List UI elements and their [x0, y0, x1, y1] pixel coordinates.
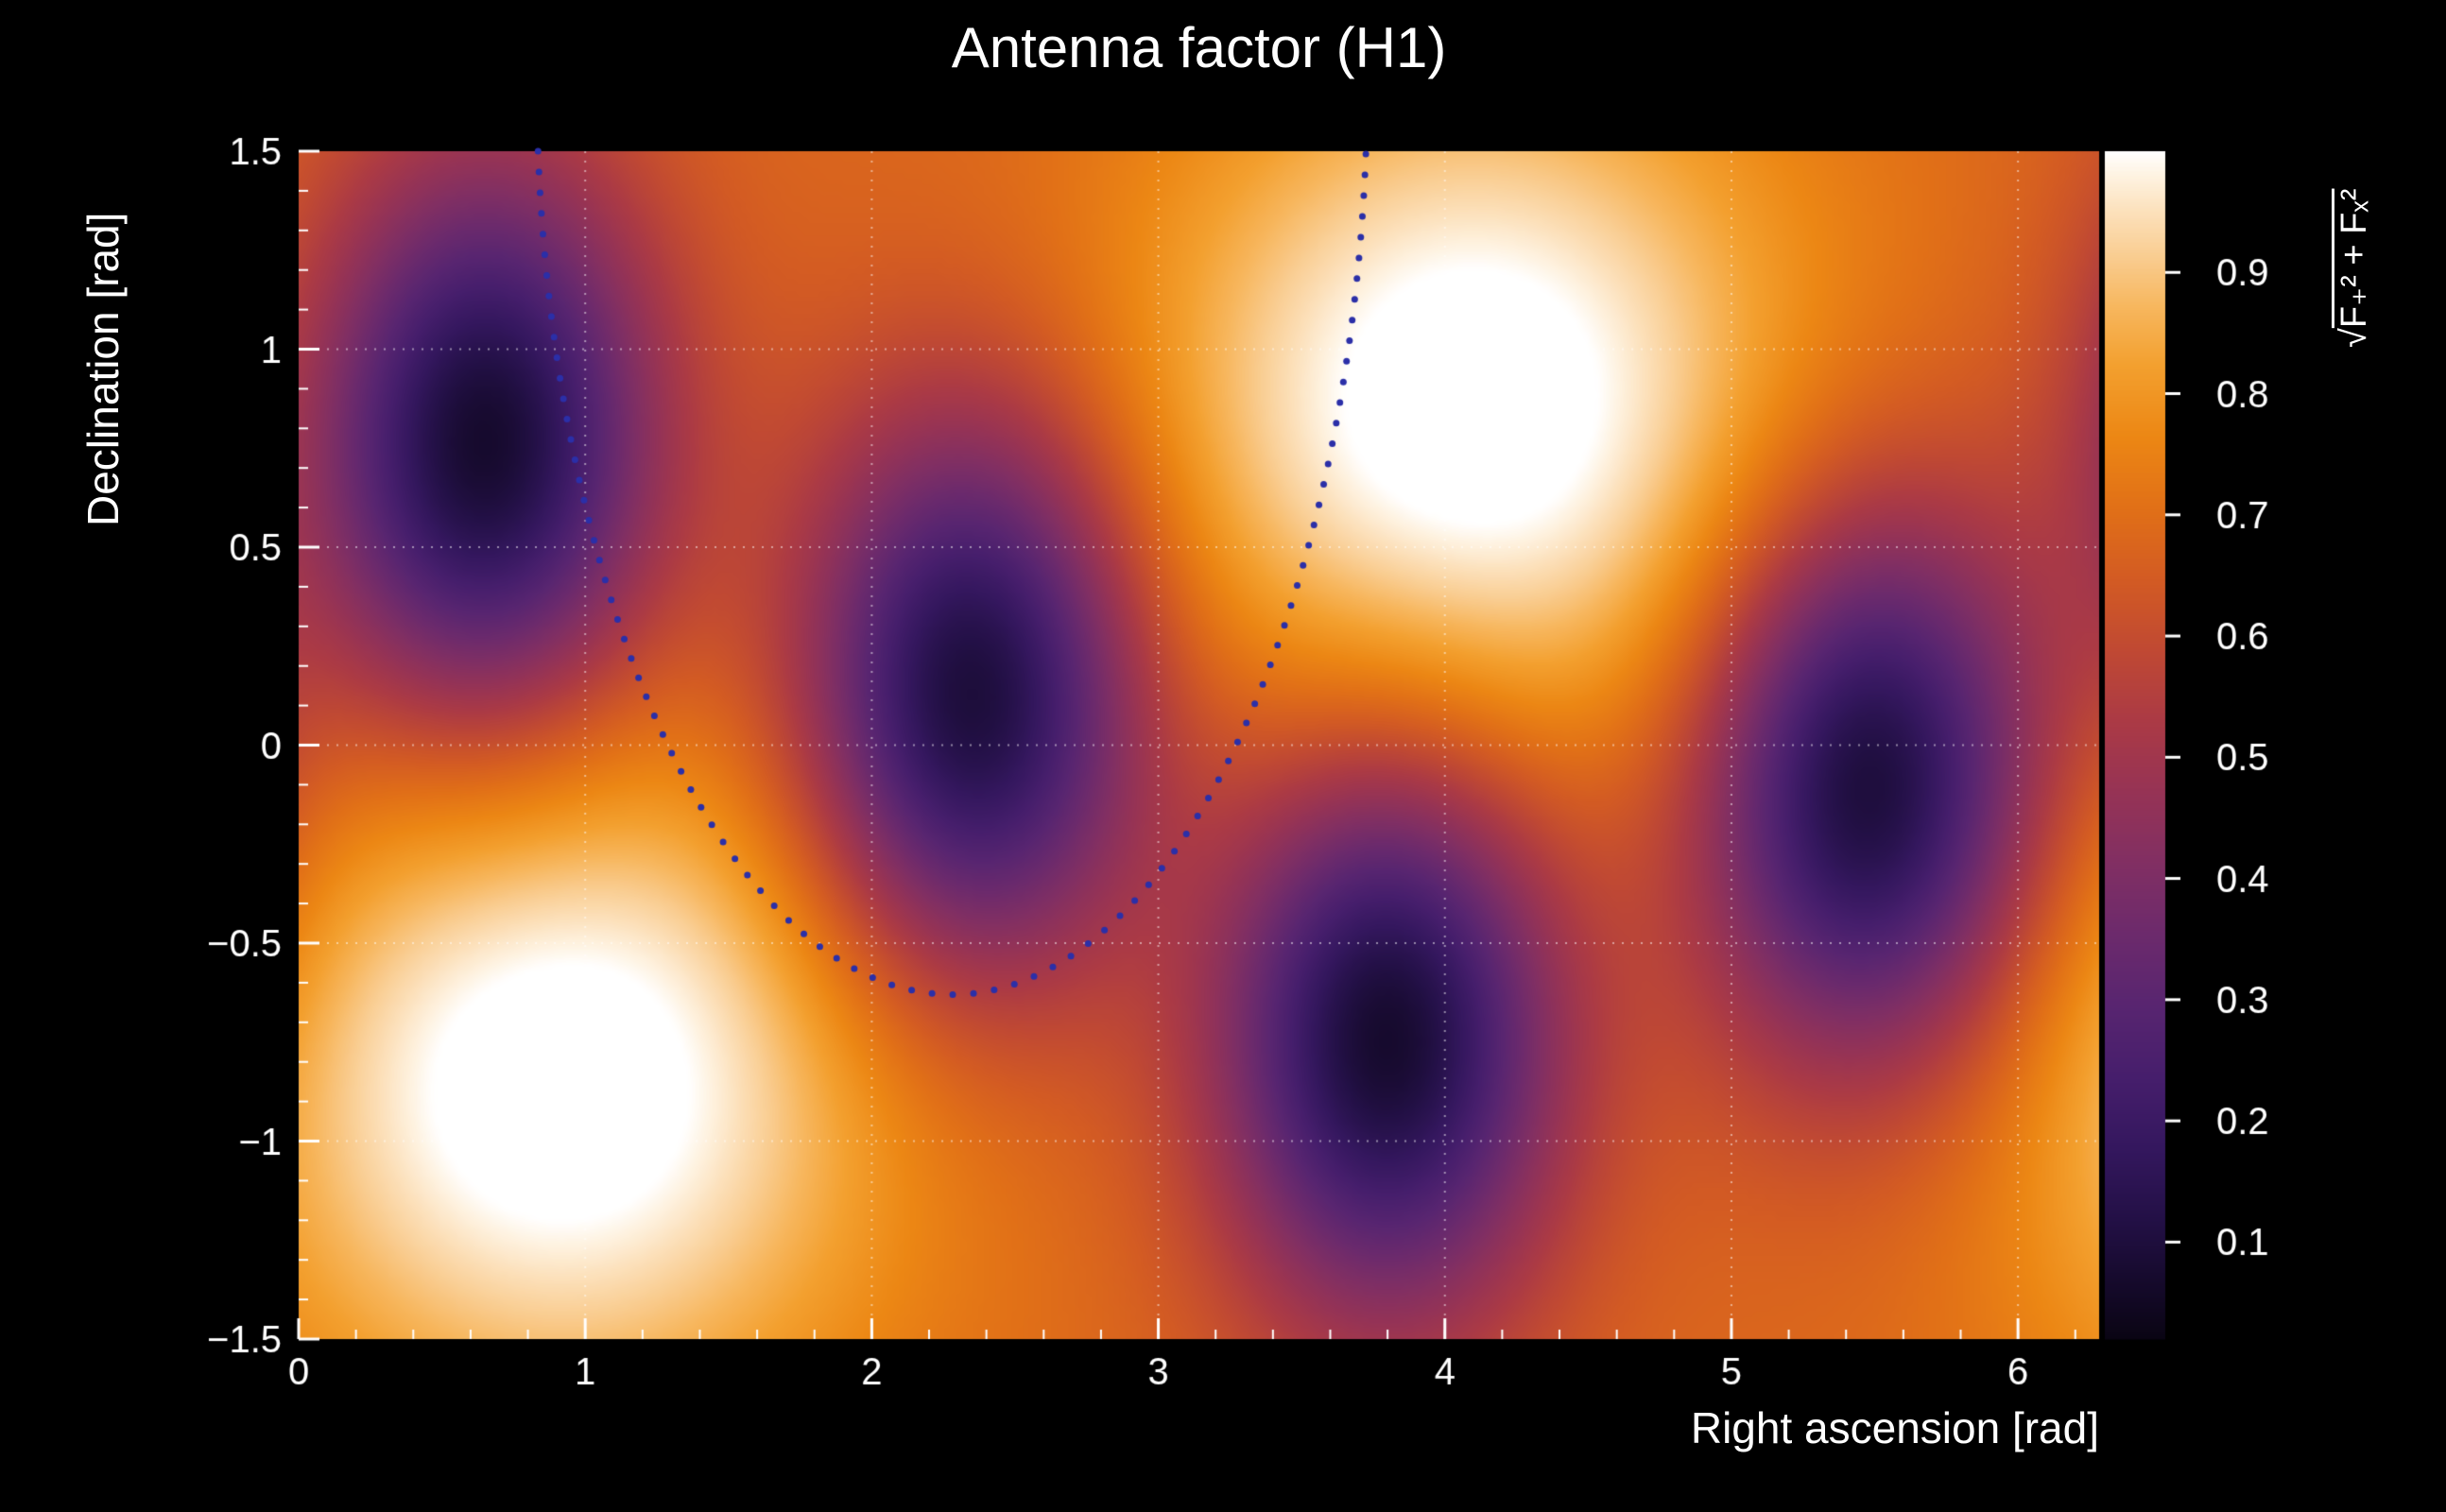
z-axis-title: √F₊² + Fₓ²	[2333, 189, 2375, 348]
plot-title: Antenna factor (H1)	[951, 16, 1447, 79]
x-axis-title: Right ascension [rad]	[1690, 1403, 2099, 1452]
sqrt-radical: √	[2334, 328, 2374, 348]
y-axis-title: Declination [rad]	[78, 212, 128, 526]
sqrt-radicand: F₊² + Fₓ²	[2334, 188, 2374, 329]
